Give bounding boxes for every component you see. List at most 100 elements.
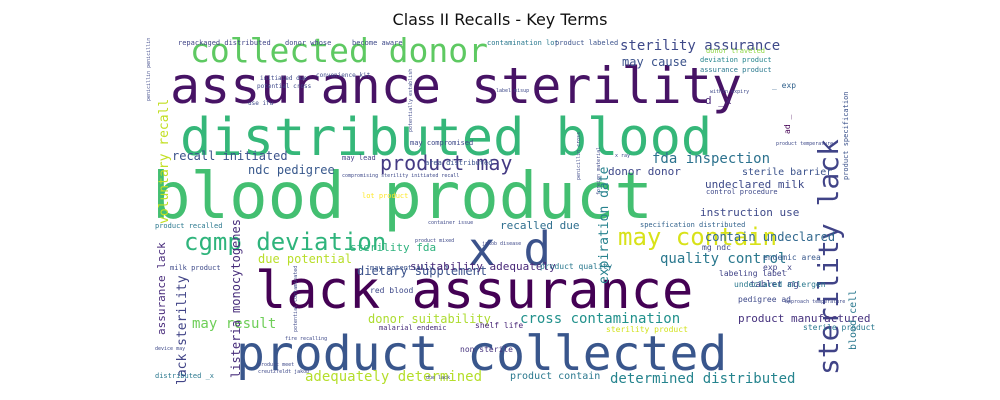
chart-title: Class II Recalls - Key Terms xyxy=(392,10,608,29)
word-specification-distributed: specification distributed xyxy=(640,221,745,229)
word-compromising-sterility-initiated-recall: compromising sterility initiated recall xyxy=(342,173,459,179)
word-use-ifu: use ifu xyxy=(248,100,274,107)
word-donor-traveled: donor traveled xyxy=(706,47,765,55)
word-dietary-supplement: dietary supplement xyxy=(357,264,487,278)
word-mg-ndc: mg ndc xyxy=(702,243,731,252)
word-cgmp-deviation: cgmp deviation xyxy=(184,228,386,256)
word-adequately-determined: adequately determined xyxy=(305,369,482,385)
word-lack-sterility: lack sterility xyxy=(175,275,190,385)
word-sterility-assurance: sterility assurance xyxy=(620,38,780,54)
word-blood-cell: blood cell xyxy=(848,290,859,350)
word-lot-product: lot product xyxy=(362,192,408,200)
word-may-result: may result xyxy=(192,316,276,332)
word-repackaged-distributed: repackaged distributed xyxy=(178,39,271,47)
word-potentially-establish: potentially establish xyxy=(408,69,414,132)
word-potential-cross: potential cross xyxy=(257,83,312,90)
word-endemic-area: endemic area xyxy=(763,253,821,262)
word-creutzfeldt-jakob: creutzfeldt jakob xyxy=(258,369,309,375)
word-may-lead: may lead xyxy=(342,154,376,162)
word-collected-donor: collected donor xyxy=(190,31,488,70)
word-contain-undeclared: contain undeclared xyxy=(705,230,835,244)
word-within-expiry: within expiry xyxy=(710,89,749,95)
word-fda-inspection: fda inspection xyxy=(652,151,770,167)
word-pedigree-ad: pedigree ad xyxy=(738,295,791,304)
word-product-quality: product quality xyxy=(540,262,612,271)
word-fire-recalling: fire recalling xyxy=(285,336,327,342)
word-sterility-fda: sterility fda xyxy=(350,241,436,254)
word-donor-whose: donor whose xyxy=(285,39,331,47)
word-cross-contamination: cross contamination xyxy=(520,311,680,327)
word-may-contain: may contain xyxy=(618,223,777,251)
word-product-labeled: product labeled xyxy=(555,39,618,47)
word-become-aware: become aware xyxy=(352,39,403,47)
word-exp-x: exp _x xyxy=(763,263,792,272)
word-instruction-use: instruction use xyxy=(700,206,799,219)
word-assurance-product: assurance product xyxy=(700,66,772,74)
word-sterility-product: sterility product xyxy=(606,325,688,334)
word-assurance-sterility: assurance sterility xyxy=(170,57,742,115)
word-sterile-barrier: sterile barrier xyxy=(742,167,832,178)
word-voluntary-recall: voluntary recall xyxy=(157,99,172,224)
word-recall-initiated: recall initiated xyxy=(172,149,288,163)
word-determined-distributed: determined distributed xyxy=(610,371,795,387)
word-listeria-monocytogenes: listeria monocytogenes xyxy=(229,219,243,378)
word-recalled-due: recalled due xyxy=(500,219,579,232)
word-donor-suitability: donor suitability xyxy=(368,312,491,326)
word-product-may: product may xyxy=(380,151,512,175)
word-control-procedure: control procedure xyxy=(706,188,778,196)
word-may-cause: may cause xyxy=(622,55,687,69)
word-product-contain: product contain xyxy=(510,371,600,382)
word-contamination-lot: contamination lot xyxy=(487,39,559,47)
word-expiration-date: expiration date xyxy=(597,166,612,284)
word-approach-temperature: approach temperature xyxy=(785,299,845,305)
word-undeclared-milk: undeclared milk xyxy=(705,178,805,191)
word-product-specification: product specification xyxy=(842,91,850,180)
word-penicillin-penicillin: penicillin penicillin xyxy=(146,38,152,101)
word-potential-contaminated: potential contaminated xyxy=(293,266,299,332)
word-malarial-endemic: malarial endemic xyxy=(379,324,446,332)
word-due-lack: due lack xyxy=(426,375,450,381)
word-initiated-due: initiated due xyxy=(260,75,307,82)
word-product-collected: product collected xyxy=(236,326,727,382)
word-ndc-pedigree: ndc pedigree xyxy=(248,163,335,177)
word-distributed-blood: distributed blood xyxy=(180,108,712,168)
word-exp: _ exp xyxy=(772,81,796,90)
word-milk-product: milk product xyxy=(170,264,221,272)
word-product-meet: product meet xyxy=(258,362,294,368)
word-shelf-life: shelf life xyxy=(475,321,523,330)
word-device-may: device may xyxy=(155,346,185,352)
word-suitability-adequately: suitability adequately xyxy=(410,260,556,273)
word-jakob-disease: jakob disease xyxy=(482,241,521,247)
word-product-mixed: product mixed xyxy=(415,238,454,244)
word-assurance-lack: assurance lack xyxy=(155,242,168,335)
word-lack-assurance: lack assurance xyxy=(255,261,693,321)
word-tablet-mg: tablet mg xyxy=(750,280,799,290)
word-product-recalled: product recalled xyxy=(155,222,222,230)
word-d-x: d _x xyxy=(705,94,732,107)
word-penicillin-cross: penicillin cross xyxy=(576,132,582,180)
word-sterile-product: sterile product xyxy=(803,323,875,332)
word-may-compromised: may compromised xyxy=(410,139,473,147)
word-blood-product: blood product xyxy=(152,160,653,234)
word-x-d: x d xyxy=(468,222,551,276)
word-non-sterile: non sterile xyxy=(460,345,513,354)
word-quality-control: quality control xyxy=(660,251,786,267)
word-donor-donor: donor donor xyxy=(608,165,681,178)
word-container-issue: container issue xyxy=(428,220,473,226)
word-sterility-lack: sterility lack xyxy=(812,139,845,375)
word-ad: ad _ xyxy=(783,115,792,134)
word-due-potential: due potential xyxy=(258,252,352,266)
word-may-potentially: may potentially xyxy=(370,264,433,272)
word-undeclared-allergen: undeclared allergen xyxy=(734,280,826,289)
word-area-distributed: area distributed xyxy=(425,159,492,167)
word-product-temperature: product temperature xyxy=(776,141,833,147)
word-labeling-label: labeling label xyxy=(719,269,787,278)
word-convenience-kit: convenience kit xyxy=(316,72,371,79)
word-x-ray: x ray xyxy=(615,153,630,159)
word-distributed-x: distributed _x xyxy=(155,372,214,380)
word-deviation-product: deviation product xyxy=(700,56,772,64)
word-foreign-material: foreign material xyxy=(596,147,602,195)
word-red-blood: red blood xyxy=(370,286,414,295)
word-product-manufactured: product manufactured xyxy=(738,312,870,325)
